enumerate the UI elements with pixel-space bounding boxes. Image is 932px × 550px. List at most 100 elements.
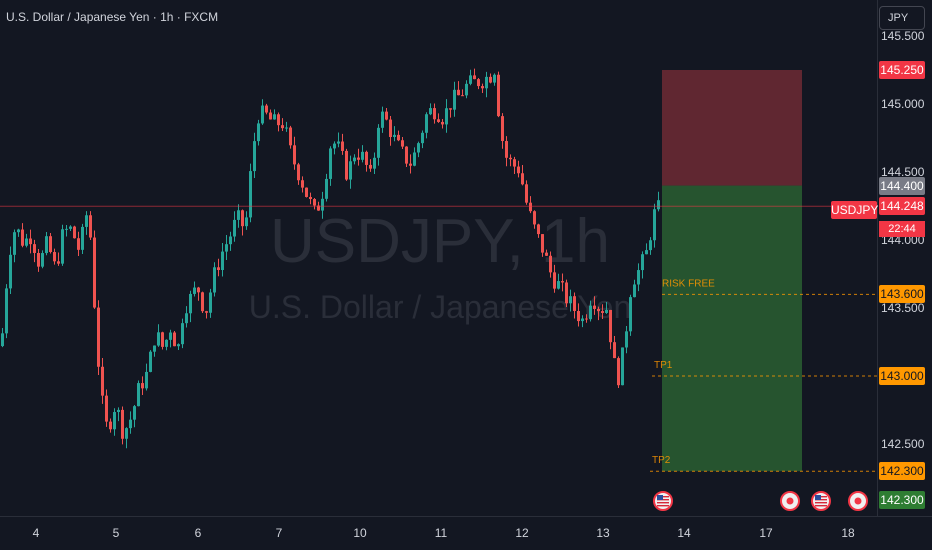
- candle: [293, 136, 296, 170]
- candle-body: [533, 211, 536, 225]
- us-flag-icon[interactable]: [811, 491, 831, 511]
- flag-stripe: [815, 505, 827, 507]
- candle-body: [137, 383, 140, 407]
- candle: [261, 99, 264, 125]
- candle-body: [517, 166, 520, 174]
- candle: [329, 146, 332, 186]
- candle: [81, 223, 84, 255]
- candle-body: [241, 210, 244, 227]
- candle: [597, 306, 600, 321]
- candle: [421, 130, 424, 149]
- events: [653, 491, 868, 511]
- flag-stripe: [657, 502, 669, 504]
- event-dot: [854, 497, 862, 505]
- risk-free-price-label: 143.600: [879, 285, 925, 304]
- candle-body: [597, 308, 600, 312]
- time-tick: 18: [841, 526, 855, 540]
- time-tick: 4: [33, 526, 40, 540]
- candle: [429, 103, 432, 116]
- candle-body: [53, 252, 56, 262]
- us-flag-icon[interactable]: [653, 491, 673, 511]
- candle: [649, 237, 652, 255]
- candle: [45, 231, 48, 256]
- time-tick: 5: [113, 526, 120, 540]
- candle: [197, 286, 200, 301]
- event-circle-icon[interactable]: [780, 491, 800, 511]
- candle-body: [489, 76, 492, 83]
- candle: [37, 249, 40, 272]
- candle-body: [181, 323, 184, 345]
- stop-price-label: 145.250: [879, 61, 925, 79]
- price-tick: 142.500: [881, 437, 925, 451]
- candle-body: [413, 152, 416, 166]
- candle: [369, 159, 372, 172]
- candle-body: [569, 296, 572, 304]
- candle-body: [229, 236, 232, 245]
- time-tick: 12: [515, 526, 529, 540]
- entry-price-label: 144.400: [879, 176, 925, 195]
- candle-body: [321, 198, 324, 211]
- candle-body: [325, 178, 328, 199]
- candle: [333, 141, 336, 155]
- candle-body: [101, 366, 104, 396]
- candle-body: [273, 114, 276, 120]
- candle: [205, 310, 208, 319]
- candle: [617, 356, 620, 388]
- candle: [397, 130, 400, 142]
- event-circle-icon[interactable]: [848, 491, 868, 511]
- candle: [465, 80, 468, 99]
- time-tick: 6: [195, 526, 202, 540]
- candle: [361, 145, 364, 163]
- candle-body: [549, 255, 552, 273]
- candle-body: [345, 150, 348, 180]
- candle-body: [85, 215, 88, 227]
- candle: [425, 112, 428, 139]
- candle-body: [521, 173, 524, 185]
- candle: [177, 343, 180, 351]
- reward-zone: [662, 185, 802, 472]
- candle: [453, 81, 456, 117]
- candle: [181, 318, 184, 349]
- bar-countdown: 22:44: [879, 221, 925, 237]
- candle: [481, 83, 484, 94]
- candle-body: [449, 108, 452, 110]
- candle-body: [117, 409, 120, 413]
- candle: [561, 273, 564, 292]
- candle: [509, 154, 512, 167]
- candle-body: [357, 157, 360, 160]
- flag-stripe: [815, 502, 827, 504]
- candle: [325, 173, 328, 202]
- candle-body: [25, 238, 28, 246]
- candle-body: [377, 127, 380, 158]
- candle: [589, 300, 592, 322]
- candle: [489, 73, 492, 84]
- symbol-title[interactable]: U.S. Dollar / Japanese Yen · 1h · FXCM: [6, 10, 219, 24]
- candle: [477, 77, 480, 90]
- candle: [281, 118, 284, 132]
- candle: [21, 223, 24, 248]
- candle: [501, 113, 504, 149]
- candle: [469, 69, 472, 86]
- candle: [357, 148, 360, 166]
- candle-body: [529, 202, 532, 212]
- currency-button[interactable]: JPY: [879, 6, 925, 30]
- candle-body: [469, 75, 472, 84]
- candle: [249, 163, 252, 223]
- candle-body: [61, 229, 64, 264]
- candle: [201, 291, 204, 313]
- candle-body: [269, 112, 272, 120]
- candle-body: [513, 159, 516, 167]
- short-position-tool[interactable]: [662, 70, 802, 472]
- candle-body: [173, 332, 176, 347]
- candle-body: [561, 281, 564, 283]
- candle: [185, 306, 188, 328]
- candle-body: [593, 305, 596, 309]
- candle-body: [553, 272, 556, 289]
- candle-body: [1, 333, 4, 347]
- candle-body: [541, 234, 544, 253]
- candle-body: [81, 226, 84, 250]
- level-risk-free: RISK FREE: [662, 278, 877, 295]
- candle-body: [653, 209, 656, 241]
